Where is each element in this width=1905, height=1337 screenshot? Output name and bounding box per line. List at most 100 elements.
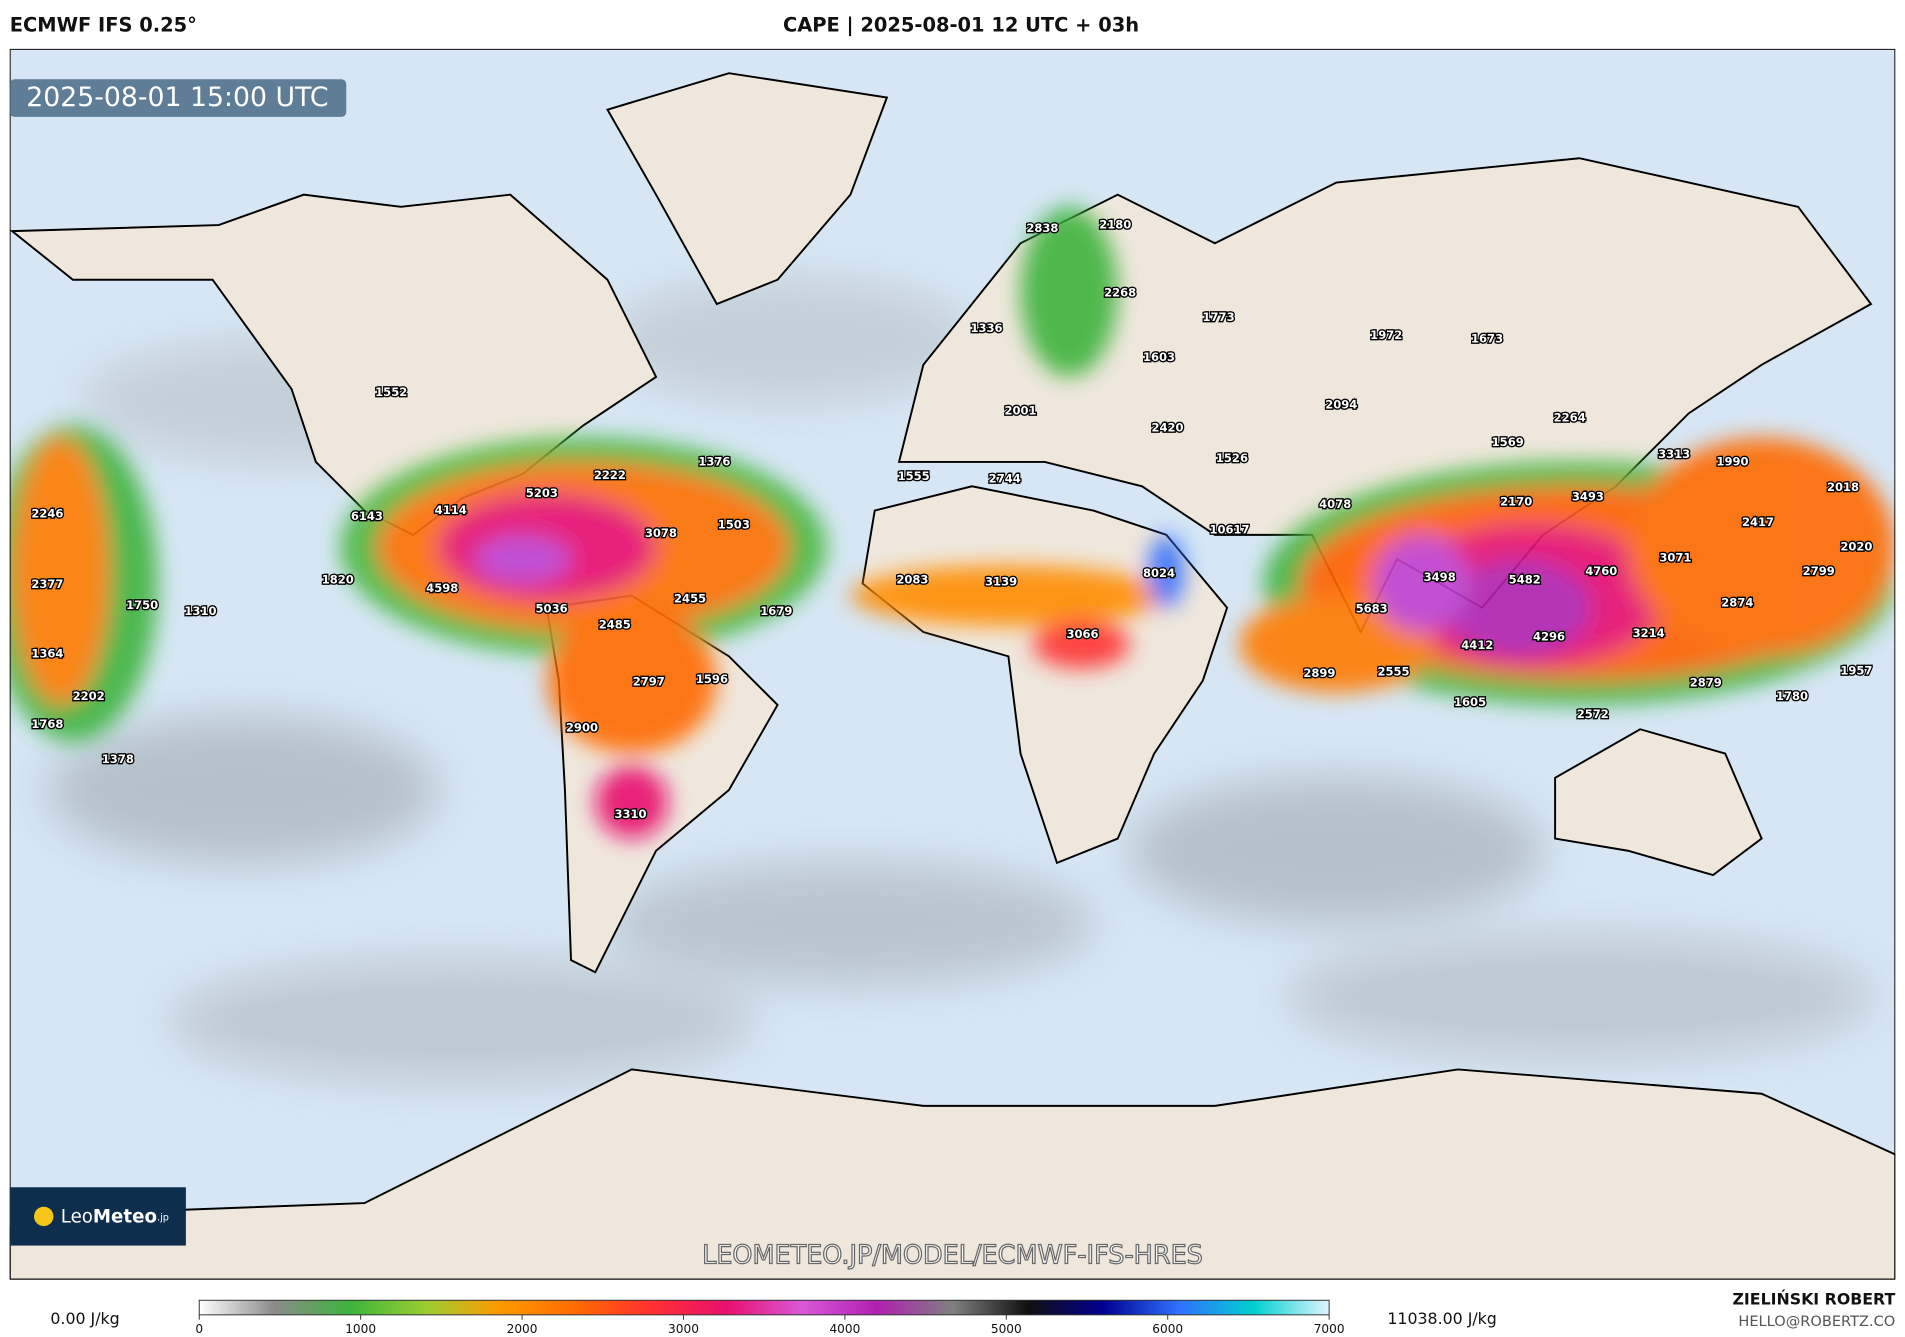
- value-label: 1552: [375, 385, 407, 399]
- value-label: 1526: [1216, 451, 1248, 465]
- value-label: 4296: [1533, 629, 1565, 643]
- value-label: 3066: [1066, 627, 1098, 641]
- value-label: 2170: [1500, 495, 1532, 509]
- value-label: 1972: [1370, 328, 1402, 342]
- tick-label: 6000: [1152, 1322, 1183, 1336]
- value-label: 1957: [1840, 663, 1872, 677]
- value-label: 2268: [1104, 286, 1136, 300]
- value-label: 2018: [1827, 480, 1859, 494]
- value-label: 2420: [1151, 420, 1183, 434]
- colorbar-ticks: 0 1000 2000 3000 4000 5000 6000 7000: [195, 1314, 1345, 1336]
- model-name: ECMWF IFS 0.25°: [10, 13, 197, 36]
- value-label: 6143: [351, 509, 383, 523]
- value-label: 2899: [1303, 666, 1335, 680]
- value-label: 1768: [31, 717, 63, 731]
- tick-label: 3000: [668, 1322, 699, 1336]
- value-label: 2180: [1099, 218, 1131, 232]
- logo-part: Leo: [61, 1207, 93, 1228]
- value-label: 4412: [1461, 638, 1493, 652]
- logo: LeoMeteo.jp: [61, 1207, 169, 1228]
- value-label: 5203: [526, 486, 558, 500]
- value-label: 2485: [599, 617, 631, 631]
- value-label: 3498: [1424, 570, 1456, 584]
- cape-field: [9, 206, 1896, 839]
- value-label: 1596: [696, 672, 728, 686]
- value-label: 1503: [718, 518, 750, 532]
- chart-title: CAPE | 2025-08-01 12 UTC + 03h: [783, 13, 1139, 36]
- value-label: 2555: [1377, 665, 1409, 679]
- value-label: 2202: [73, 689, 105, 703]
- value-label: 4114: [435, 503, 467, 517]
- logo-part: Meteo: [93, 1207, 157, 1228]
- value-label: 2246: [31, 507, 63, 521]
- value-label: 2874: [1721, 595, 1753, 609]
- value-label: 5683: [1356, 601, 1388, 615]
- value-label: 10617: [1209, 522, 1249, 536]
- colorbar-min: 0.00 J/kg: [50, 1309, 119, 1328]
- value-label: 1605: [1454, 695, 1486, 709]
- value-label: 2083: [896, 572, 928, 586]
- value-label: 2572: [1577, 707, 1609, 721]
- value-label: 2264: [1554, 411, 1586, 425]
- value-label: 8024: [1143, 566, 1175, 580]
- valid-time: 2025-08-01 15:00 UTC: [26, 82, 328, 113]
- value-label: 3139: [985, 575, 1017, 589]
- value-label: 1364: [31, 646, 63, 660]
- value-label: 1773: [1203, 310, 1235, 324]
- value-label: 2377: [31, 577, 63, 591]
- value-label: 2417: [1742, 515, 1774, 529]
- value-label: 5036: [536, 601, 568, 615]
- value-label: 1336: [970, 321, 1002, 335]
- value-label: 2900: [566, 721, 598, 735]
- value-label: 3078: [645, 526, 677, 540]
- email: HELLO@ROBERTZ.CO: [1738, 1313, 1895, 1330]
- value-label: 3313: [1658, 447, 1690, 461]
- value-label: 1750: [126, 598, 158, 612]
- logo-part: .jp: [157, 1213, 169, 1224]
- value-label: 1555: [898, 469, 930, 483]
- tick-label: 2000: [507, 1322, 538, 1336]
- value-label: 1376: [698, 454, 730, 468]
- tick-label: 0: [195, 1322, 203, 1336]
- value-label: 2094: [1325, 397, 1357, 411]
- value-label: 1569: [1492, 435, 1524, 449]
- value-label: 1603: [1143, 350, 1175, 364]
- value-label: 3493: [1572, 490, 1604, 504]
- watermark: LEOMETEO.JP/MODEL/ECMWF-IFS-HRES: [702, 1241, 1203, 1271]
- tick-label: 4000: [829, 1322, 860, 1336]
- value-label: 2744: [989, 471, 1021, 485]
- value-label: 2879: [1690, 676, 1722, 690]
- value-label: 2222: [594, 468, 626, 482]
- value-label: 3071: [1659, 550, 1691, 564]
- value-label: 1820: [322, 572, 354, 586]
- value-label: 1673: [1471, 332, 1503, 346]
- value-label: 4078: [1319, 497, 1351, 511]
- colorbar-max: 11038.00 J/kg: [1387, 1309, 1496, 1328]
- value-label: 2001: [1004, 403, 1036, 417]
- tick-label: 1000: [345, 1322, 376, 1336]
- value-label: 2020: [1840, 540, 1872, 554]
- value-label: 3214: [1633, 626, 1665, 640]
- time-badge: [9, 79, 347, 117]
- value-label: 1679: [760, 604, 792, 618]
- value-label: 1780: [1776, 689, 1808, 703]
- value-label: 5482: [1509, 572, 1541, 586]
- value-label: 3310: [614, 807, 646, 821]
- value-label: 2455: [674, 592, 706, 606]
- logo-sun: [34, 1206, 54, 1227]
- value-labels: 2838 2180 2268 1773 1336 1603 1972 1673 1552 2094…: [30, 216, 1874, 822]
- value-label: 1378: [102, 752, 134, 766]
- value-label: 1990: [1716, 454, 1748, 468]
- tick-label: 7000: [1314, 1322, 1345, 1336]
- tick-label: 5000: [991, 1322, 1022, 1336]
- value-label: 1310: [184, 604, 216, 618]
- value-label: 2838: [1026, 221, 1058, 235]
- value-label: 2797: [633, 674, 665, 688]
- map: 2025-08-01 15:00 UTC LeoMeteo.jp LEOMETE…: [9, 48, 1896, 1280]
- value-label: 4598: [426, 581, 458, 595]
- value-label: 4760: [1585, 564, 1617, 578]
- author: ZIELIŃSKI ROBERT: [1732, 1290, 1895, 1309]
- value-label: 2799: [1803, 564, 1835, 578]
- colorbar: [198, 1299, 1330, 1316]
